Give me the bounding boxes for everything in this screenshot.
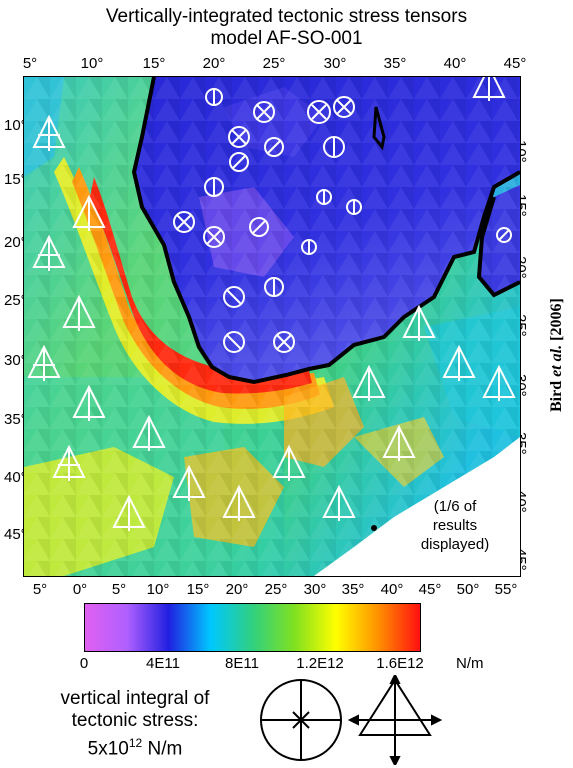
colorbar-label: 4E11 — [146, 655, 180, 672]
stress-map — [23, 76, 521, 577]
colorbar-unit: N/m — [456, 655, 484, 672]
top-tick-label: 15° — [142, 55, 166, 72]
top-tick-label: 25° — [262, 55, 286, 72]
colorbar-label: 8E11 — [225, 655, 259, 672]
legend-line: vertical integral of — [60, 688, 210, 709]
madagascar-coastline — [476, 196, 520, 298]
map-subtitle: model AF-SO-001 — [210, 28, 363, 49]
bottom-tick-label: 5° — [32, 581, 48, 598]
bottom-tick-label: 25° — [264, 581, 288, 598]
top-tick-label: 10° — [80, 55, 104, 72]
left-tick-label: 45° — [4, 526, 27, 543]
stress-map-canvas — [24, 77, 520, 576]
left-tick-label: 15° — [4, 171, 27, 188]
ocean-stress-symbols — [27, 77, 516, 531]
bottom-tick-label: 55° — [494, 581, 518, 598]
left-tick-label: 25° — [4, 292, 27, 309]
bottom-tick-label: 45° — [418, 581, 442, 598]
bottom-tick-label: 50° — [456, 581, 480, 598]
legend-caption: vertical integral of tectonic stress: 5x… — [10, 688, 260, 760]
citation-author: Bird — [548, 380, 565, 412]
bottom-tick-label: 0° — [72, 581, 88, 598]
legend-star-icon — [292, 711, 310, 729]
top-tick-label: 5° — [22, 55, 38, 72]
bottom-tick-label: 20° — [225, 581, 249, 598]
colorbar — [84, 603, 421, 652]
land-stress-symbols — [173, 88, 512, 353]
citation-year: [2006] — [548, 298, 565, 341]
note-line: displayed) — [420, 536, 490, 553]
colorbar-label: 1.2E12 — [296, 655, 344, 672]
bottom-tick-label: 10° — [146, 581, 170, 598]
top-tick-label: 20° — [202, 55, 226, 72]
legend-arrow-icons — [347, 675, 443, 765]
map-title: Vertically-integrated tectonic stress te… — [105, 6, 468, 27]
africa-coastline — [131, 77, 520, 385]
legend-symbols — [260, 675, 443, 765]
legend-line: tectonic stress: — [71, 710, 199, 731]
bottom-tick-label: 30° — [303, 581, 327, 598]
bottom-tick-label: 35° — [341, 581, 365, 598]
left-tick-label: 20° — [4, 234, 27, 251]
left-tick-label: 10° — [4, 117, 27, 134]
left-tick-label: 40° — [4, 469, 27, 486]
colorbar-label: 1.6E12 — [376, 655, 424, 672]
citation: Bird et al. [2006] — [548, 298, 566, 412]
bottom-tick-label: 40° — [380, 581, 404, 598]
left-tick-label: 35° — [4, 411, 27, 428]
citation-etal: et al. — [548, 344, 565, 377]
subsample-note: (1/6 of results displayed) — [395, 497, 515, 554]
bottom-tick-label: 5° — [111, 581, 127, 598]
top-tick-label: 35° — [383, 55, 407, 72]
top-tick-label: 40° — [443, 55, 467, 72]
no-data-region — [314, 437, 520, 576]
note-line: results — [432, 517, 478, 534]
top-tick-label: 30° — [323, 55, 347, 72]
map-point-marker — [371, 525, 377, 531]
top-tick-label: 45° — [503, 55, 527, 72]
legend-scale: 5x1012 N/m — [87, 736, 183, 760]
lake-coastline — [372, 106, 386, 151]
bottom-tick-label: 15° — [186, 581, 210, 598]
left-tick-label: 30° — [4, 352, 27, 369]
colorbar-label: 0 — [79, 655, 89, 672]
note-line: (1/6 of — [433, 498, 477, 515]
legend-triangle-axes — [352, 680, 438, 760]
